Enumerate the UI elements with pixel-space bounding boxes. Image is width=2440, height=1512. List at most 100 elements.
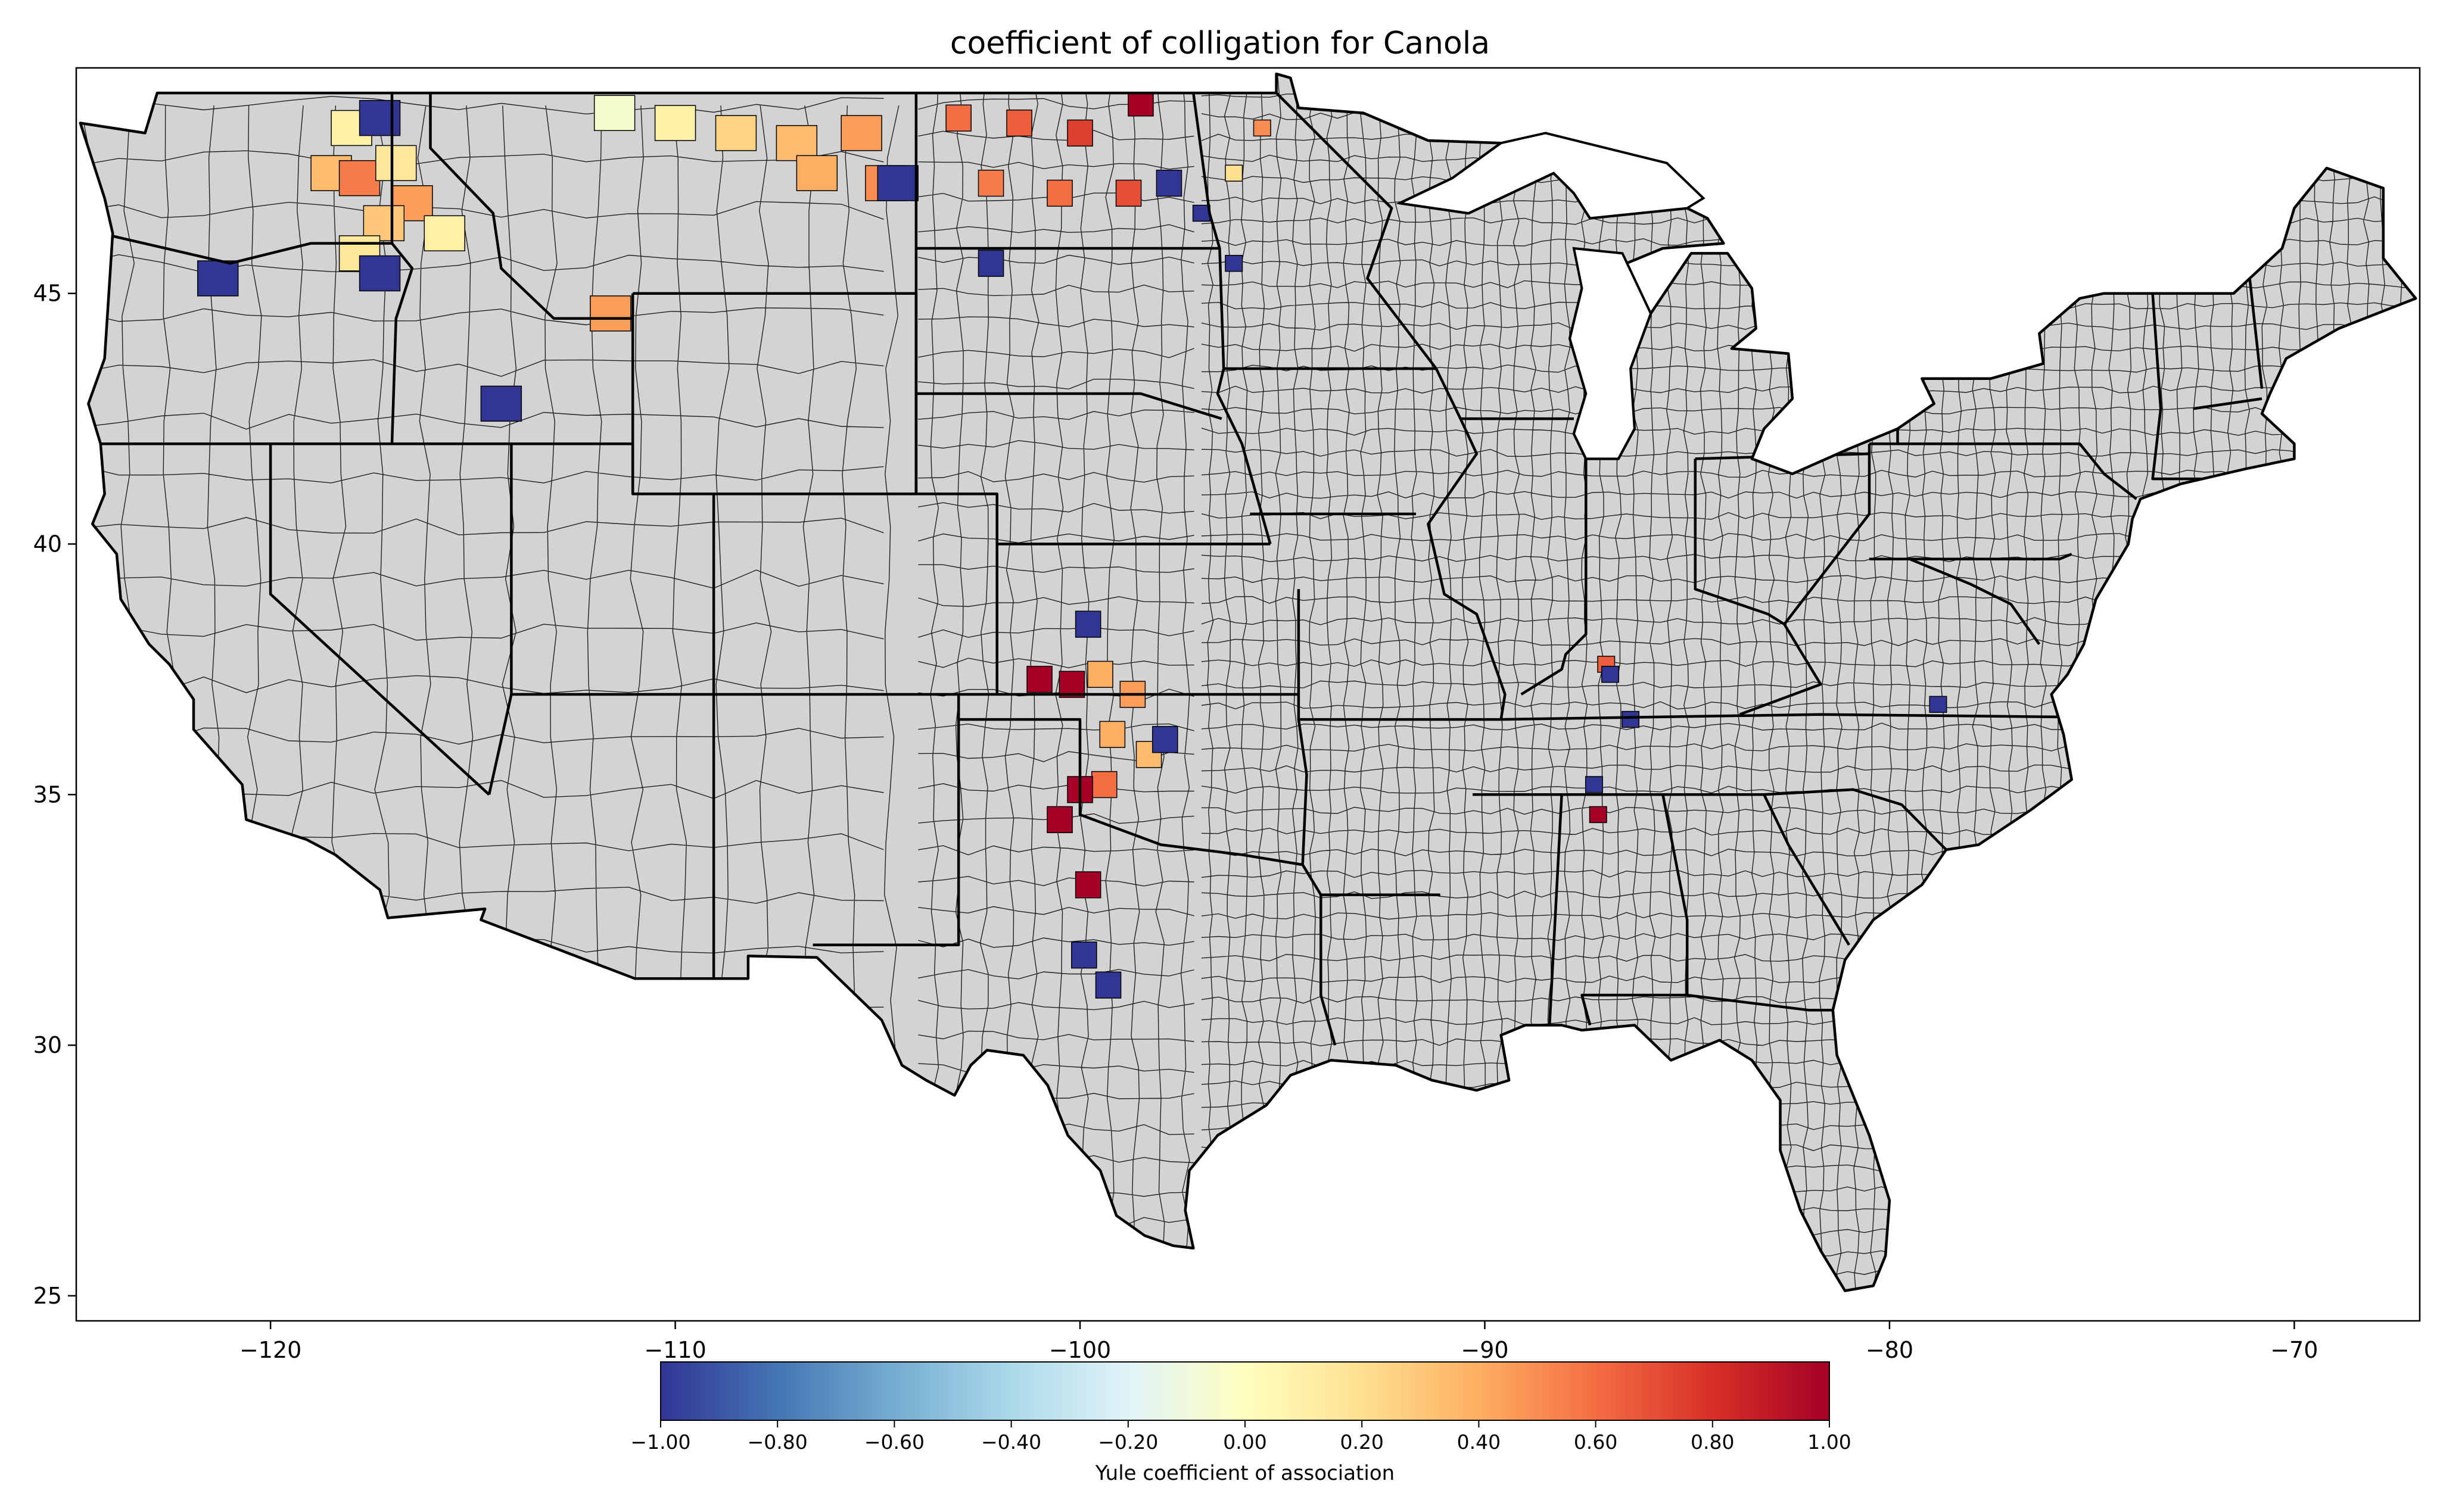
colorbar-ticks: −1.00 −0.80 −0.60 −0.40 −0.20 0.00 0.20 0.40 0.6… — [630, 1420, 1851, 1454]
county-region — [338, 160, 381, 197]
county-region — [1047, 806, 1073, 834]
x-tick-label: −110 — [644, 1337, 706, 1363]
x-tick-label: −100 — [1049, 1337, 1111, 1363]
county-region — [796, 155, 838, 191]
state-border — [1548, 794, 1563, 1025]
colorbar-label: Yule coefficient of association — [1095, 1461, 1395, 1485]
state-border — [390, 93, 414, 444]
x-tick-label: −70 — [2270, 1337, 2318, 1363]
county-region — [1047, 179, 1073, 207]
county-region — [359, 99, 401, 136]
county-region — [978, 250, 1004, 277]
state-border — [1686, 993, 1833, 1012]
state-border — [1473, 788, 1947, 851]
colorbar: −1.00 −0.80 −0.60 −0.40 −0.20 0.00 0.20 0.40 0.6… — [630, 1361, 1851, 1485]
county-region — [654, 105, 696, 141]
county-region — [480, 385, 522, 422]
colorbar-tick-label: 0.00 — [1223, 1430, 1266, 1454]
county-region — [359, 255, 401, 292]
county-region — [1071, 942, 1097, 969]
state-border — [958, 718, 1303, 866]
colorbar-tick-label: −0.20 — [1098, 1430, 1158, 1454]
state-border — [269, 444, 490, 796]
lake — [1568, 247, 1652, 460]
county-region — [1115, 179, 1142, 207]
county-region — [424, 215, 465, 251]
colorbar-tick-label: 0.40 — [1457, 1430, 1501, 1454]
county-region — [1192, 204, 1210, 222]
county-region — [375, 145, 417, 182]
state-border — [487, 694, 513, 795]
county-region — [1601, 666, 1620, 683]
county-region — [1225, 164, 1243, 182]
county-region — [1099, 721, 1126, 748]
y-tick-label: 45 — [33, 280, 62, 307]
state-border — [429, 93, 633, 320]
state-border — [1520, 459, 1588, 696]
y-tick-label: 30 — [33, 1032, 62, 1058]
colorbar-tick-label: 0.60 — [1574, 1430, 1617, 1454]
state-border — [916, 392, 1222, 420]
county-region — [1087, 660, 1113, 688]
county-region — [1026, 666, 1053, 693]
county-region — [978, 169, 1004, 197]
county-region — [1091, 771, 1118, 799]
county-region — [1006, 109, 1032, 137]
county-region — [1622, 710, 1640, 728]
lake — [1395, 132, 1705, 220]
county-region — [1151, 726, 1178, 753]
county-region — [1095, 971, 1122, 999]
state-border — [813, 492, 998, 947]
county-region — [1253, 119, 1271, 137]
county-region — [841, 115, 882, 151]
state-border — [1739, 623, 1822, 716]
county-region — [1929, 696, 1947, 713]
county-region — [1585, 776, 1603, 793]
state-border — [1909, 557, 2041, 646]
county-region — [1075, 871, 1101, 899]
colorbar-gradient — [660, 1361, 1830, 1421]
colorbar-tick-label: 0.80 — [1691, 1430, 1734, 1454]
colorbar-tick-label: −0.60 — [864, 1430, 925, 1454]
state-border — [1897, 442, 2137, 500]
x-tick-label: −80 — [1866, 1337, 1913, 1363]
x-tick-label: −90 — [1461, 1337, 1508, 1363]
county-region — [1225, 255, 1243, 272]
state-border — [1275, 92, 1437, 370]
county-region — [590, 295, 631, 332]
colorbar-tick-label: 1.00 — [1807, 1430, 1851, 1454]
county-region — [593, 95, 636, 131]
county-region — [945, 104, 972, 132]
chart-title: coefficient of colligation for Canola — [950, 26, 1490, 61]
colorbar-tick-label: −0.80 — [748, 1430, 808, 1454]
state-border — [2151, 293, 2222, 481]
county-region — [1075, 610, 1101, 638]
y-tick-label: 35 — [33, 781, 62, 808]
y-tick-label: 25 — [33, 1283, 62, 1309]
state-border — [100, 232, 392, 265]
county-region — [1589, 806, 1607, 824]
state-border — [2193, 397, 2262, 410]
county-region — [197, 260, 239, 297]
colorbar-tick-label: 0.20 — [1340, 1430, 1383, 1454]
state-border — [1694, 444, 1871, 626]
plot-frame — [75, 67, 2421, 1322]
state-border — [1427, 368, 1507, 720]
state-border — [1869, 553, 2072, 561]
state-boundaries — [100, 92, 2264, 1046]
colorbar-tick-label: −0.40 — [981, 1430, 1041, 1454]
county-region — [715, 115, 757, 151]
county-region — [776, 125, 818, 161]
state-border — [1763, 794, 1850, 946]
colorbar-tick-label: −1.00 — [630, 1430, 690, 1454]
county-region — [1067, 119, 1093, 147]
state-border — [510, 444, 715, 979]
county-region — [363, 205, 405, 242]
county-region — [877, 165, 919, 201]
y-tick-label: 40 — [33, 531, 62, 557]
x-axis: −120 −110 −100 −90 −80 −70 — [239, 1321, 2318, 1363]
y-axis: 25 30 35 40 45 — [33, 280, 76, 1309]
state-border — [1501, 713, 2060, 721]
colored-counties — [197, 89, 1947, 999]
